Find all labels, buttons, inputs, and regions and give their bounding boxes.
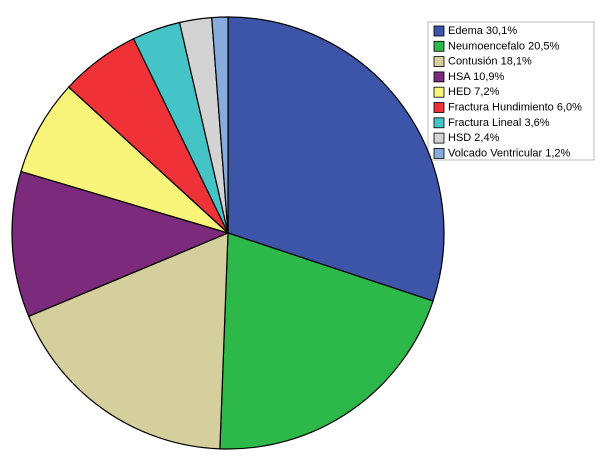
legend-swatch: [433, 56, 445, 67]
legend-name: Edema: [448, 25, 484, 37]
legend-swatch: [433, 71, 445, 83]
pie-slice: [219, 232, 434, 450]
legend-name: HSA: [448, 71, 471, 83]
legend-frame: [427, 21, 595, 161]
legend-label: HSD 2,4%: [448, 132, 500, 144]
pie-slice: [27, 232, 229, 450]
legend-value: 1,2%: [545, 147, 570, 159]
legend-value: 20,5%: [528, 40, 559, 52]
legend-swatch: [433, 117, 445, 129]
pie-slice: [11, 170, 230, 318]
legend-name: Neumoencefalo: [448, 40, 525, 52]
legend-value: 7,2%: [474, 86, 499, 98]
legend-name: Fractura Lineal: [448, 117, 521, 129]
legend-name: HSD: [448, 132, 471, 144]
legend-label: Neumoencefalo 20,5%: [448, 40, 560, 52]
legend-label: Contusión 18,1%: [448, 56, 532, 68]
legend-name: Fractura Hundimiento: [448, 101, 554, 113]
pie-slice: [211, 16, 229, 234]
legend-value: 3,6%: [524, 117, 549, 129]
legend-swatch: [433, 40, 445, 52]
legend-label: Fractura Lineal 3,6%: [448, 117, 550, 129]
pie-slice: [227, 16, 445, 302]
legend-swatch: [433, 132, 445, 144]
legend-label: Fractura Hundimiento 6,0%: [448, 101, 582, 113]
legend-swatch: [433, 147, 445, 159]
legend-label: Volcado Ventricular 1,2%: [448, 147, 571, 159]
legend-value: 30,1%: [486, 25, 517, 37]
legend-name: Contusión: [448, 56, 498, 68]
legend-name: HED: [448, 86, 471, 98]
legend-value: 18,1%: [501, 56, 532, 68]
legend-swatch: [433, 25, 445, 37]
legend-value: 2,4%: [474, 132, 499, 144]
legend-name: Volcado Ventricular: [448, 147, 543, 159]
legend-label: HED 7,2%: [448, 86, 500, 98]
legend-swatch: [433, 86, 445, 98]
legend-value: 6,0%: [557, 101, 582, 113]
legend-label: Edema 30,1%: [448, 25, 517, 37]
legend-swatch: [433, 102, 445, 113]
legend-value: 10,9%: [473, 71, 504, 83]
legend-label: HSA 10,9%: [448, 71, 504, 83]
